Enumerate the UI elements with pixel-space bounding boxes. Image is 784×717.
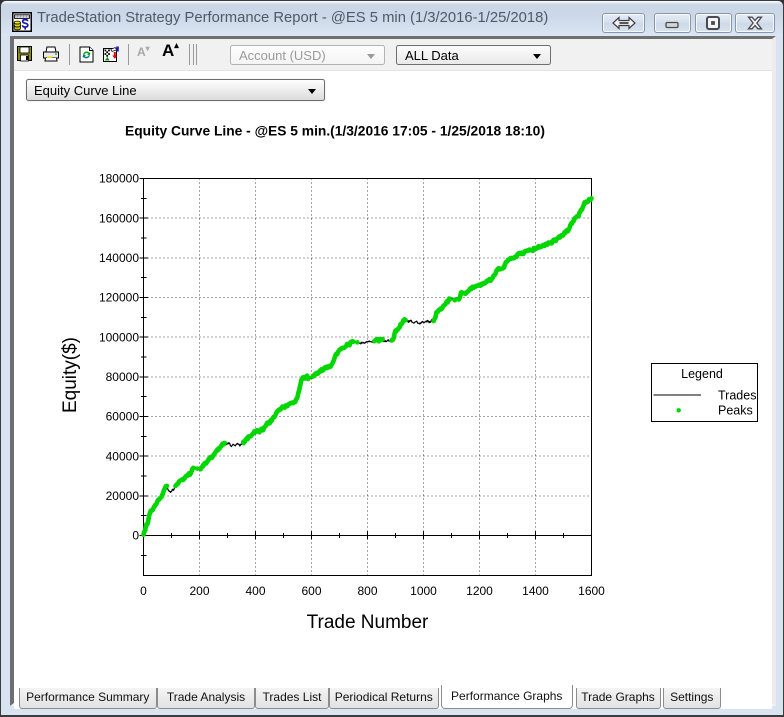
svg-text:400: 400 — [245, 584, 265, 598]
svg-text:100000: 100000 — [99, 330, 139, 344]
svg-text:Equity($): Equity($) — [60, 337, 81, 413]
svg-text:0: 0 — [132, 529, 139, 543]
svg-text:800: 800 — [357, 584, 377, 598]
svg-text:20000: 20000 — [106, 489, 140, 503]
svg-text:Equity Curve Line - @ES 5 min.: Equity Curve Line - @ES 5 min.(1/3/2016 … — [125, 124, 545, 139]
svg-text:80000: 80000 — [106, 370, 140, 384]
svg-text:Trades: Trades — [718, 389, 756, 403]
svg-text:Peaks: Peaks — [718, 404, 753, 418]
svg-text:1400: 1400 — [522, 584, 549, 598]
svg-text:0: 0 — [140, 584, 147, 598]
svg-text:40000: 40000 — [106, 449, 140, 463]
svg-text:140000: 140000 — [99, 251, 139, 265]
svg-text:60000: 60000 — [106, 410, 140, 424]
svg-text:1600: 1600 — [578, 584, 605, 598]
svg-text:Trade Number: Trade Number — [307, 612, 429, 633]
svg-text:180000: 180000 — [99, 172, 139, 186]
svg-text:600: 600 — [301, 584, 321, 598]
svg-text:1200: 1200 — [466, 584, 493, 598]
svg-text:200: 200 — [189, 584, 209, 598]
svg-text:120000: 120000 — [99, 291, 139, 305]
svg-text:Legend: Legend — [681, 367, 723, 381]
svg-text:160000: 160000 — [99, 211, 139, 225]
svg-text:1000: 1000 — [410, 584, 437, 598]
